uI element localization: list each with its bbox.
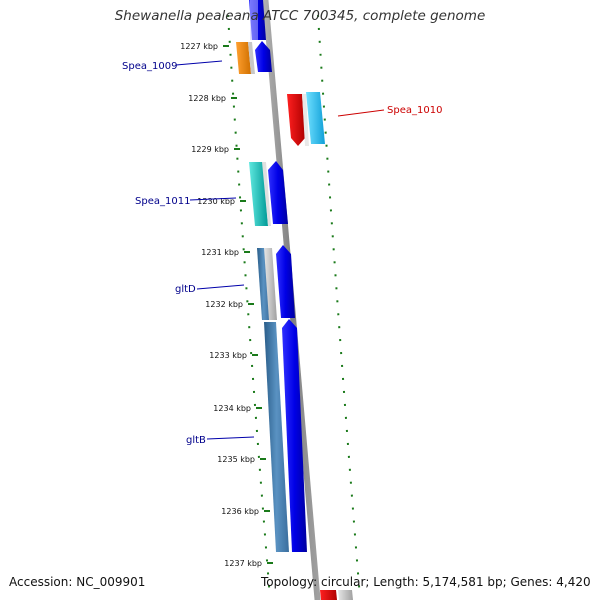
gene-spea-1010[interactable]	[306, 92, 325, 144]
tick-label: 1229 kbp	[191, 145, 229, 154]
tick-label: 1237 kbp	[224, 559, 262, 568]
gene-spea-1009[interactable]	[236, 42, 251, 74]
leader-spea-1011	[189, 197, 237, 201]
gene-label-spea-1009[interactable]: Spea_1009	[122, 61, 177, 72]
tick-label: 1236 kbp	[221, 507, 259, 516]
map-title: Shewanella pealeana ATCC 700345, complet…	[114, 8, 486, 24]
gene-gltb-steel[interactable]	[264, 322, 289, 552]
gene-label-gltd[interactable]: gltD	[175, 284, 196, 295]
gene-bottom-red[interactable]	[320, 590, 337, 600]
gene-gltd-gray	[264, 248, 277, 320]
gene-spea-1009-neighbor[interactable]	[255, 41, 272, 72]
gene-label-spea-1010[interactable]: Spea_1010	[387, 105, 442, 116]
leader-gltd	[196, 284, 245, 290]
tick-label: 1231 kbp	[201, 248, 239, 257]
tick-label: 1235 kbp	[217, 455, 255, 464]
tick-label: 1230 kbp	[197, 197, 235, 206]
gene-gltd[interactable]	[276, 245, 295, 318]
gc-track-outer	[317, 14, 361, 599]
gene-spea-1011-gap	[262, 162, 271, 226]
gene-label-spea-1011[interactable]: Spea_1011	[135, 196, 190, 207]
gene-spea-1010-red[interactable]	[287, 94, 305, 146]
gene-spea-1009-gap	[248, 42, 255, 74]
tick-label: 1227 kbp	[180, 42, 218, 51]
gene-label-gltb[interactable]: gltB	[186, 435, 206, 446]
leader-spea-1010	[337, 109, 385, 117]
gene-spea-1011-neighbor[interactable]	[268, 161, 288, 224]
gene-spea-1011[interactable]	[249, 162, 268, 226]
accession-text: Accession: NC_009901	[9, 575, 146, 589]
tick-label: 1232 kbp	[205, 300, 243, 309]
leader-spea-1009	[175, 60, 223, 66]
gene-bottom-gray	[338, 590, 353, 600]
gene-gltd-steel[interactable]	[257, 248, 270, 320]
topology-text: Topology: circular; Length: 5,174,581 bp…	[261, 575, 591, 589]
gene-top-blue-shade	[250, 0, 258, 40]
tick-label: 1228 kbp	[188, 94, 226, 103]
gene-gltb[interactable]	[282, 319, 307, 552]
tick-marks	[223, 45, 273, 564]
tick-label: 1234 kbp	[213, 404, 251, 413]
gene-spea-1010-gap	[302, 94, 309, 146]
leader-gltb	[206, 436, 255, 440]
tick-label: 1233 kbp	[209, 351, 247, 360]
